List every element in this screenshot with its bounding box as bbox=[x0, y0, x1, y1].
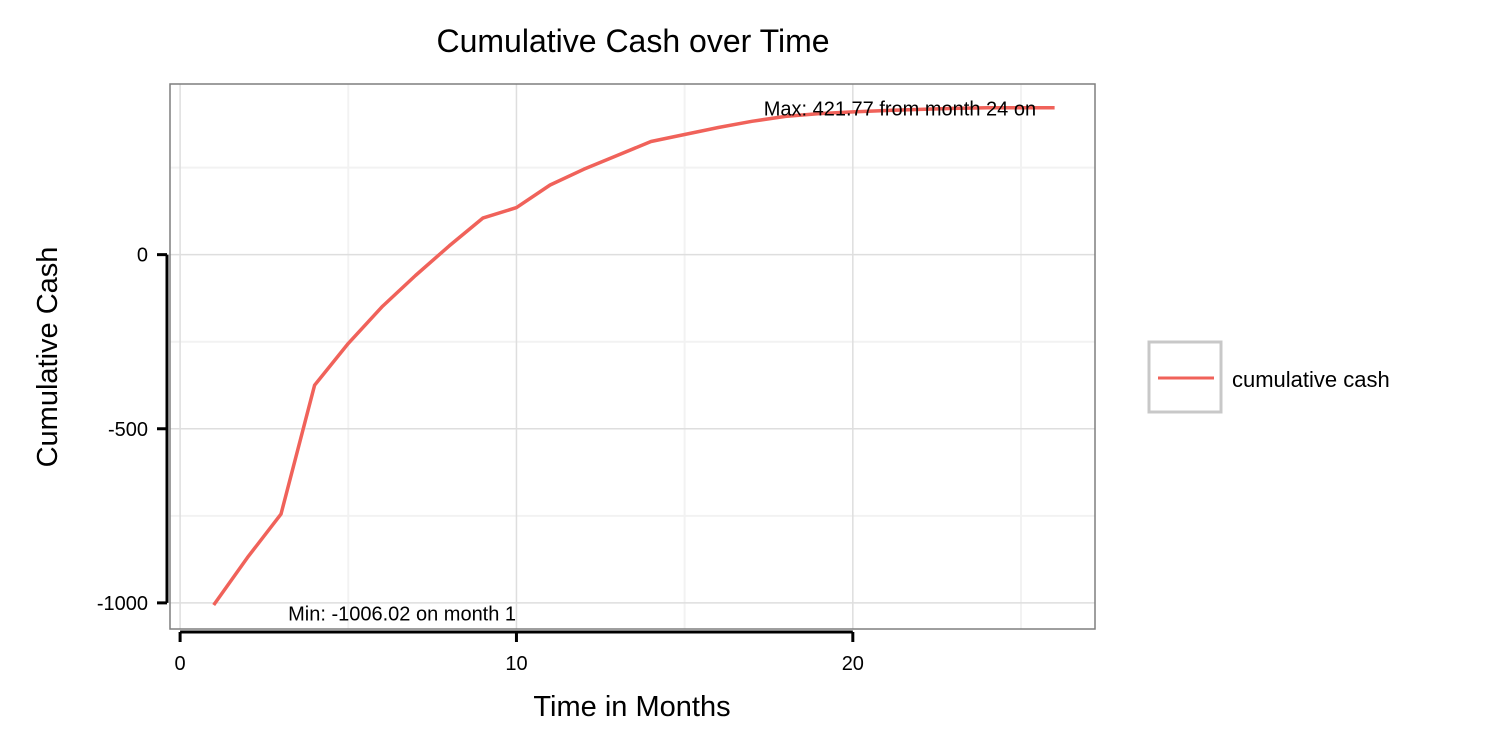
annotation-label: Max: 421.77 from month 24 on bbox=[764, 99, 1036, 121]
series-layer bbox=[212, 106, 1055, 607]
plot-border bbox=[169, 83, 1096, 630]
legend: cumulative cash bbox=[1147, 340, 1390, 414]
x-tick-label: 20 bbox=[842, 653, 864, 675]
x-tick-label: 0 bbox=[175, 653, 186, 675]
chart-title: Cumulative Cash over Time bbox=[436, 23, 829, 59]
y-tick-label: -500 bbox=[108, 419, 148, 441]
y-tick-label: 0 bbox=[137, 245, 148, 267]
y-axis-title: Cumulative Cash bbox=[32, 247, 64, 468]
annotation-label: Min: -1006.02 on month 1 bbox=[288, 603, 516, 625]
gridlines bbox=[170, 84, 1095, 629]
annotations: Max: 421.77 from month 24 on Min: -1006.0… bbox=[288, 99, 1036, 626]
legend-label: cumulative cash bbox=[1232, 367, 1390, 392]
series-line-cumulative-cash bbox=[212, 106, 1055, 607]
plot-area bbox=[170, 84, 1095, 629]
x-axis-title: Time in Months bbox=[533, 691, 730, 723]
axes: 0 10 20 -1000 -500 0 bbox=[97, 245, 864, 675]
y-tick-label: -1000 bbox=[97, 593, 148, 615]
x-tick-label: 10 bbox=[505, 653, 527, 675]
